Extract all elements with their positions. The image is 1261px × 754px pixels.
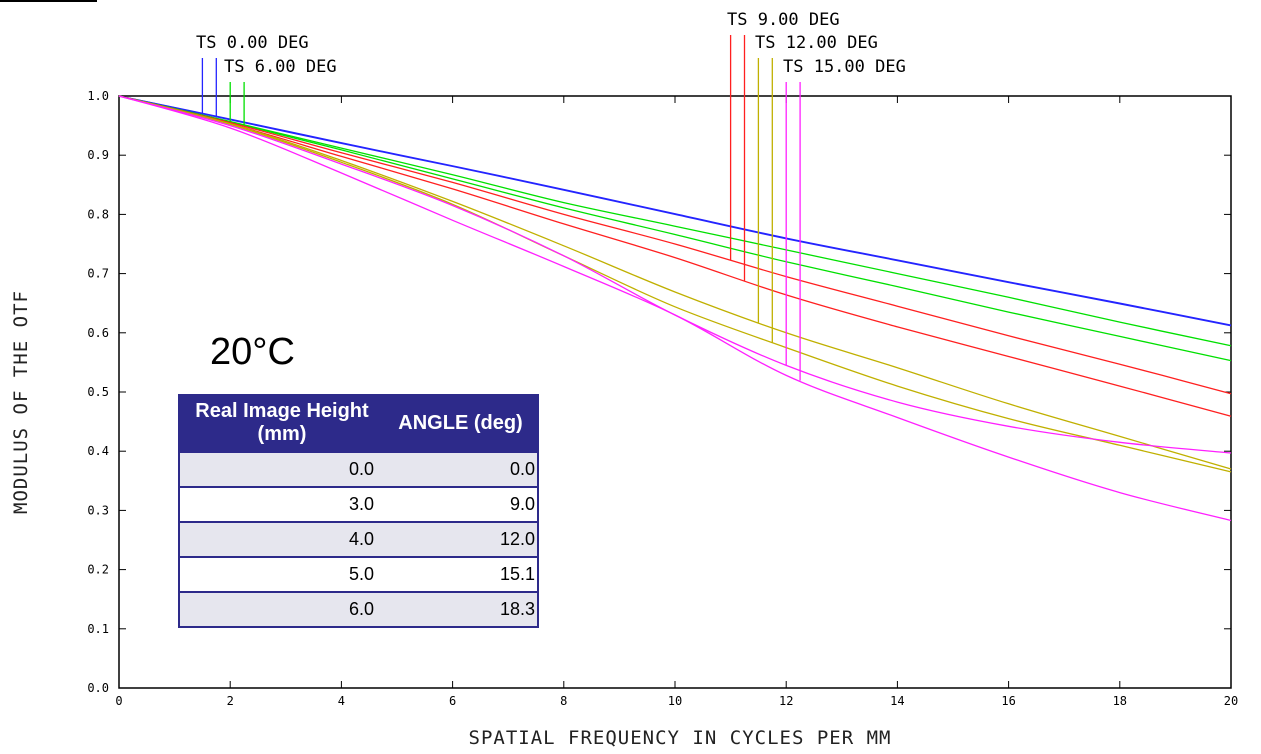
x-tick-label: 18 [1113, 694, 1127, 708]
x-tick-label: 4 [338, 694, 345, 708]
field-label: TS 6.00 DEG [224, 57, 337, 77]
field-label: TS 12.00 DEG [755, 33, 878, 53]
legend-angle-cell: 18.3 [384, 591, 538, 627]
x-tick-label: 10 [668, 694, 682, 708]
x-tick-label: 20 [1224, 694, 1238, 708]
series-line [118, 95, 1232, 473]
legend-height-cell: 3.0 [179, 486, 384, 522]
legend-height-cell: 5.0 [179, 556, 384, 592]
field-label: TS 15.00 DEG [783, 57, 906, 77]
series-line [118, 95, 1232, 327]
legend-row: 0.0 0.0 [179, 451, 538, 487]
legend-table: Real Image Height (mm) ANGLE (deg) 0.0 0… [178, 394, 539, 628]
series-lines [118, 95, 1232, 522]
x-tick-label: 16 [1001, 694, 1015, 708]
x-tick-label: 0 [115, 694, 122, 708]
y-tick-label: 0.7 [87, 267, 109, 281]
top-rule [0, 0, 97, 2]
x-axis-title: SPATIAL FREQUENCY IN CYCLES PER MM [469, 727, 892, 749]
x-tick-label: 6 [449, 694, 456, 708]
legend-row: 3.0 9.0 [179, 486, 538, 522]
y-tick-label: 0.3 [87, 503, 109, 517]
legend-header-row: Real Image Height (mm) ANGLE (deg) [179, 395, 538, 452]
x-tick-label: 8 [560, 694, 567, 708]
legend-header-height: Real Image Height (mm) [179, 395, 384, 452]
legend-row: 6.0 18.3 [179, 591, 538, 627]
series-line [118, 95, 1232, 417]
x-tick-label: 14 [890, 694, 904, 708]
y-tick-label: 0.2 [87, 563, 109, 577]
legend-angle-cell: 15.1 [384, 556, 538, 592]
legend-height-cell: 0.0 [179, 451, 384, 487]
legend-angle-cell: 12.0 [384, 521, 538, 557]
series-line [118, 95, 1232, 470]
y-tick-label: 0.8 [87, 207, 109, 221]
legend-header-angle: ANGLE (deg) [384, 395, 538, 452]
legend-row: 5.0 15.1 [179, 556, 538, 592]
temperature-label: 20°C [210, 331, 295, 373]
field-label: TS 0.00 DEG [196, 33, 309, 53]
series-line [118, 95, 1232, 347]
legend-height-cell: 4.0 [179, 521, 384, 557]
y-tick-label: 0.1 [87, 622, 109, 636]
legend-height-cell: 6.0 [179, 591, 384, 627]
legend-angle-cell: 9.0 [384, 486, 538, 522]
series-line [118, 95, 1232, 522]
x-tick-label: 2 [227, 694, 234, 708]
y-axis-ticks: 0.0 0.1 0.2 0.3 0.4 0.5 0.6 0.7 0.8 0.9 1.0 [87, 89, 1231, 695]
y-tick-label: 0.0 [87, 681, 109, 695]
y-tick-label: 1.0 [87, 89, 109, 103]
x-axis-ticks: 0 2 4 6 8 10 12 14 16 18 20 [115, 96, 1238, 708]
y-tick-label: 0.9 [87, 148, 109, 162]
y-tick-label: 0.4 [87, 444, 109, 458]
y-axis-title: MODULUS OF THE OTF [10, 290, 32, 514]
y-tick-label: 0.5 [87, 385, 109, 399]
legend-angle-cell: 0.0 [384, 451, 538, 487]
x-tick-label: 12 [779, 694, 793, 708]
legend-row: 4.0 12.0 [179, 521, 538, 557]
series-line [118, 95, 1232, 395]
field-label: TS 9.00 DEG [727, 10, 840, 30]
series-line [118, 95, 1232, 362]
field-markers: TS 0.00 DEG TS 6.00 DEG TS 9.00 DEG TS 12.0… [196, 10, 906, 381]
series-line [118, 95, 1232, 326]
y-tick-label: 0.6 [87, 326, 109, 340]
